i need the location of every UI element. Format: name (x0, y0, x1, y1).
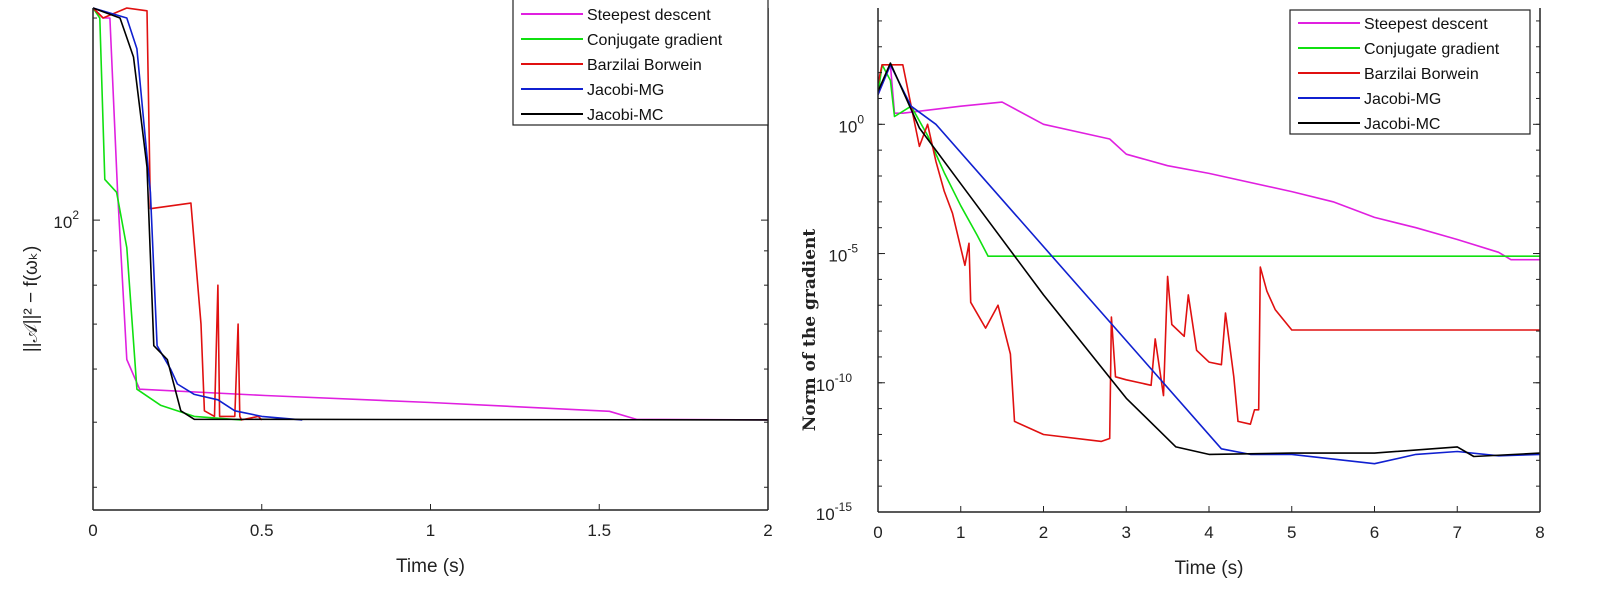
legend-entry: Conjugate gradient (587, 32, 723, 49)
series-line-barzilai-borwein (93, 7, 263, 421)
y-tick-base: 10 (816, 376, 835, 395)
series-group (93, 7, 768, 421)
legend-entry: Jacobi-MG (1364, 91, 1441, 108)
legend-entry: Jacobi-MC (1364, 116, 1440, 133)
y-tick-label: 10-10 (816, 371, 853, 395)
x-tick-label: 2 (1039, 523, 1048, 542)
series-line-jacobi-mg (93, 7, 303, 421)
y-tick-label: 102 (53, 208, 79, 232)
x-tick-label: 2 (763, 521, 772, 540)
x-tick-label: 3 (1122, 523, 1131, 542)
x-tick-label: 6 (1370, 523, 1379, 542)
y-axis-label: ||𝒜||² − f(ωₖ) (21, 246, 42, 353)
y-tick-label: 10-5 (828, 242, 858, 266)
series-line-jacobi-mc (93, 7, 768, 421)
y-tick-label: 100 (838, 112, 864, 136)
legend-entry: Conjugate gradient (1364, 41, 1500, 58)
y-tick-exponent: -5 (847, 242, 858, 256)
series-line-jacobi-mg (878, 64, 1540, 465)
legend-box (512, 0, 769, 126)
y-axis-label: Norm of the gradient (800, 229, 820, 432)
x-tick-label: 5 (1287, 523, 1296, 542)
y-tick-base: 10 (828, 247, 847, 266)
x-axis-label: Time (s) (1175, 558, 1244, 579)
x-tick-label: 1 (426, 521, 435, 540)
legend: Steepest descent Conjugate gradient Barzil… (1289, 9, 1531, 135)
legend-entry: Barzilai Borwein (587, 57, 702, 74)
series-line-barzilai-borwein (878, 64, 1540, 443)
legend: Steepest descent Conjugate gradient Barzil… (512, 0, 769, 126)
y-tick-exponent: 0 (857, 112, 864, 126)
y-tick-base: 10 (816, 505, 835, 524)
legend-entry: Steepest descent (587, 7, 711, 24)
y-tick-base: 10 (53, 213, 72, 232)
x-tick-label: 1.5 (587, 521, 611, 540)
legend-entry: Steepest descent (1364, 16, 1488, 33)
x-tick-label: 8 (1535, 523, 1544, 542)
y-tick-base: 10 (838, 117, 857, 136)
x-tick-label: 7 (1453, 523, 1462, 542)
y-tick-label: 10-15 (816, 500, 853, 524)
series-line-jacobi-mc (878, 62, 1540, 458)
series-line-steepest-descent (93, 7, 768, 421)
series-line-steepest-descent (878, 64, 1540, 261)
series-line-conjugate-gradient (878, 64, 1540, 258)
series-group (878, 62, 1540, 465)
y-tick-exponent: -15 (835, 500, 853, 514)
legend-entry: Jacobi-MC (587, 107, 663, 124)
y-tick-exponent: 2 (72, 208, 79, 222)
x-tick-label: 1 (956, 523, 965, 542)
y-tick-exponent: -10 (835, 371, 853, 385)
legend-entry: Barzilai Borwein (1364, 66, 1479, 83)
x-tick-label: 0 (88, 521, 97, 540)
legend-entry: Jacobi-MG (587, 82, 664, 99)
x-tick-label: 4 (1204, 523, 1213, 542)
x-tick-label: 0.5 (250, 521, 274, 540)
x-tick-label: 0 (873, 523, 882, 542)
x-axis-label: Time (s) (396, 556, 465, 577)
